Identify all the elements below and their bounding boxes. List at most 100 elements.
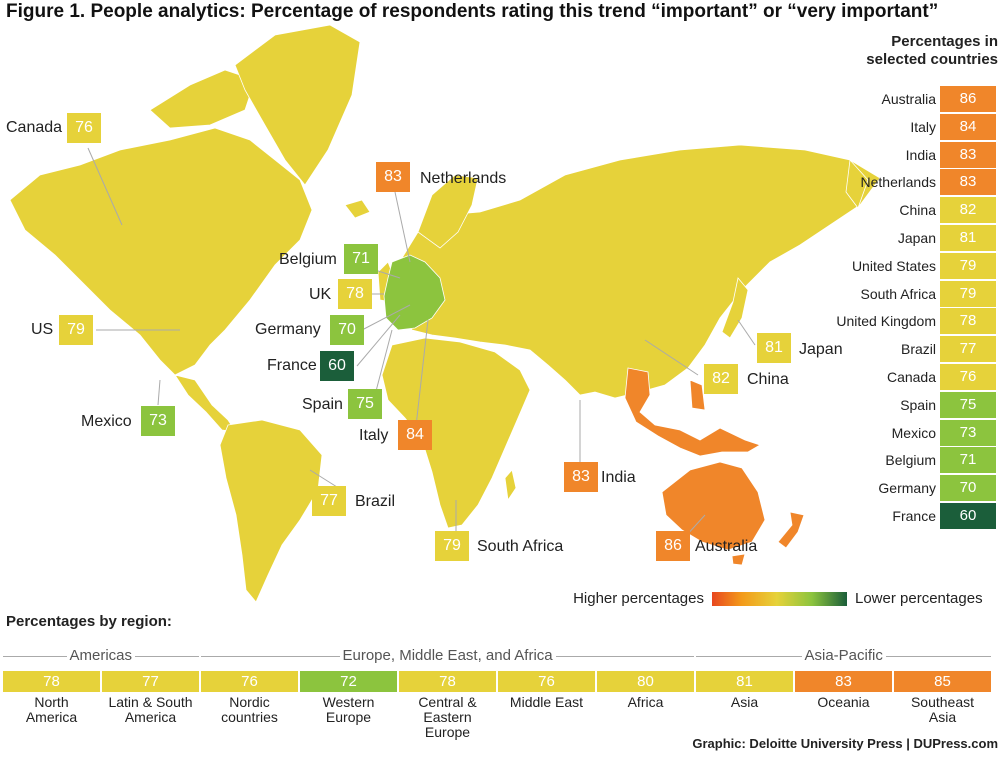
country-value: 76: [940, 364, 996, 390]
leader-line-netherlands: [394, 191, 411, 263]
map-label-name: France: [267, 357, 317, 374]
region-name-line1: Nordic: [229, 694, 270, 710]
country-row: Italy 84: [780, 113, 998, 140]
country-value: 83: [940, 141, 996, 168]
region-group-label: Asia-Pacific: [801, 648, 886, 664]
country-name: Italy: [910, 118, 936, 135]
map-value-france: 60: [320, 351, 354, 381]
arctic-islands-shape: [149, 69, 256, 129]
north-america-shape: [9, 127, 313, 376]
leader-line-france: [356, 314, 401, 367]
leader-line-italy: [414, 319, 429, 436]
map-label-name: Belgium: [279, 251, 337, 268]
map-value-germany: 70: [330, 315, 364, 345]
country-value: 83: [940, 169, 996, 196]
region-name: Middle East: [498, 695, 595, 710]
country-row: United States 79: [780, 252, 998, 279]
region-name-line1: Asia: [730, 694, 759, 710]
leader-line-china: [644, 339, 699, 376]
country-row: India 83: [780, 141, 998, 168]
region-name-line1: Oceania: [817, 694, 870, 710]
map-label-spain: Spain: [302, 395, 343, 415]
region-name: Western Europe: [300, 695, 397, 725]
region-name-line2: America: [25, 709, 78, 725]
region-name: Southeast Asia: [894, 695, 991, 725]
western-europe-region: [383, 254, 446, 331]
map-label-name: Germany: [255, 321, 321, 338]
map-label-name: US: [31, 321, 54, 338]
map-value-italy: 84: [398, 420, 432, 450]
map-label-name: India: [601, 469, 636, 486]
region-value: 78: [3, 671, 100, 692]
country-name: Brazil: [900, 341, 936, 358]
country-name: Japan: [897, 230, 936, 246]
region-name-line1: Southeast: [910, 694, 975, 710]
region-name: Central & Eastern Europe: [399, 695, 496, 740]
leader-line-canada: [87, 147, 123, 226]
country-name: Germany: [878, 480, 936, 497]
colored-regions: [383, 254, 805, 566]
legend-gradient-bar: [712, 592, 847, 606]
country-row: Japan 81: [780, 225, 998, 251]
map-label-name: Spain: [302, 396, 343, 413]
country-row: China 82: [780, 197, 998, 224]
region-name-line2: Europe: [325, 709, 372, 725]
country-row: Mexico 73: [780, 419, 998, 446]
region-name: Africa: [597, 695, 694, 710]
region-group-label: Europe, Middle East, and Africa: [339, 648, 556, 664]
country-row: Australia 86: [780, 86, 998, 112]
country-value: 82: [940, 197, 996, 224]
country-row: Netherlands 83: [780, 169, 998, 196]
region-value: 72: [300, 671, 397, 692]
iceland-shape: [344, 199, 371, 219]
map-label-uk: UK: [309, 285, 331, 305]
map-label-name: China: [747, 371, 789, 388]
legend-low-label: Lower percentages: [855, 590, 983, 607]
leader-line-japan: [737, 319, 756, 346]
country-row: Brazil 77: [780, 336, 998, 363]
country-name: Spain: [900, 396, 936, 413]
japan-islands-shape: [721, 277, 749, 339]
country-value: 81: [940, 225, 996, 251]
map-label-name: South Africa: [477, 538, 564, 555]
map-label-mexico: Mexico: [81, 412, 132, 432]
south-america-shape: [219, 419, 323, 603]
region-name: North America: [3, 695, 100, 725]
country-name: Australia: [881, 91, 936, 107]
country-name: India: [905, 146, 936, 163]
country-name: United States: [851, 257, 936, 274]
legend-high-label: Higher percentages: [573, 590, 704, 607]
region-name-line1: Western: [322, 694, 375, 710]
side-panel-header: Percentages in selected countries: [850, 33, 998, 69]
central-america-shape: [174, 374, 237, 433]
map-label-china: China: [747, 370, 789, 390]
figure-title: Figure 1. People analytics: Percentage o…: [6, 1, 939, 22]
region-name-line1: Middle East: [509, 694, 584, 710]
greenland-shape: [234, 24, 361, 186]
country-value: 84: [940, 113, 996, 140]
map-value-us: 79: [59, 315, 93, 345]
map-label-australia: Australia: [695, 537, 757, 557]
country-value: 86: [940, 86, 996, 112]
country-row: Germany 70: [780, 475, 998, 502]
region-name-line1: Central &: [418, 694, 477, 710]
map-label-us: US: [31, 320, 53, 340]
map-value-belgium: 71: [344, 244, 378, 274]
map-label-south-africa: South Africa: [477, 537, 563, 557]
region-section-title: Percentages by region:: [6, 613, 172, 630]
region-value: 81: [696, 671, 793, 692]
country-row: Canada 76: [780, 364, 998, 390]
kamchatka-shape: [845, 159, 869, 209]
country-row: Spain 75: [780, 391, 998, 418]
map-label-name: Brazil: [355, 493, 396, 510]
map-value-china: 82: [704, 364, 738, 394]
region-name-line2: Asia: [928, 709, 957, 725]
leader-line-spain: [374, 329, 393, 396]
country-value: 77: [940, 336, 996, 363]
region-name-line2: countries: [221, 709, 278, 725]
map-label-italy: Italy: [359, 426, 388, 446]
map-value-spain: 75: [348, 389, 382, 419]
region-value: 76: [201, 671, 298, 692]
eurasia-shape: [394, 144, 881, 399]
map-label-name: Australia: [695, 538, 758, 555]
